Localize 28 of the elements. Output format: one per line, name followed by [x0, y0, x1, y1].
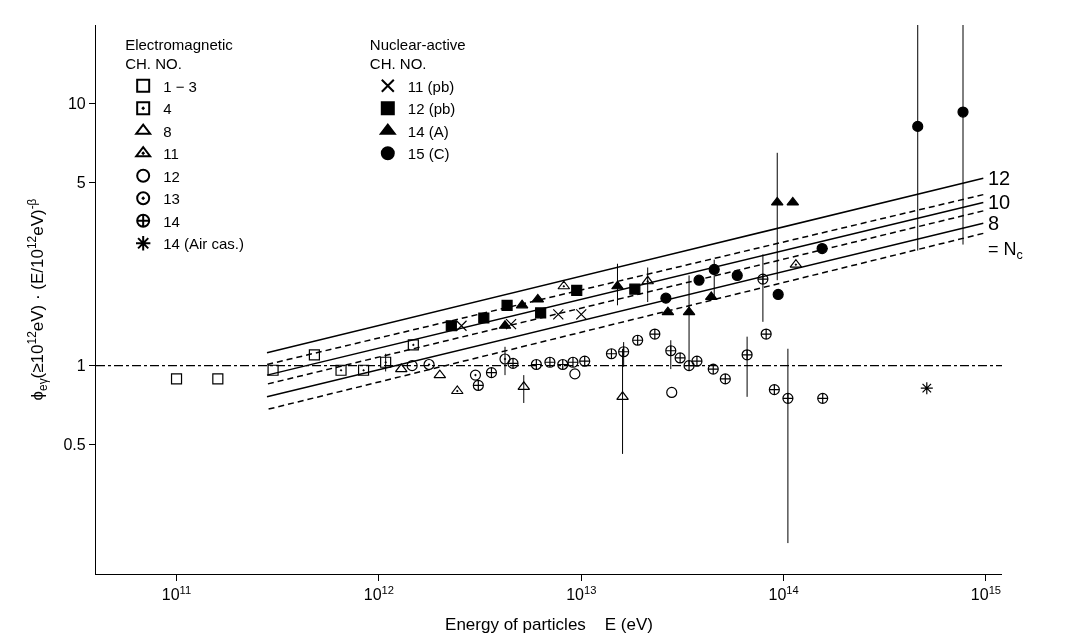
text: Nuclear-active CH. NO.	[369, 35, 466, 73]
y-tick-label: 0.5	[63, 436, 86, 454]
legend-label: 12 (pb)	[407, 100, 456, 118]
x-tick-label: 10$^{12}$	[363, 583, 395, 604]
x-axis-title: Energy of particles E (eV)	[445, 614, 653, 634]
x-tick-label: 10$^{13}$	[566, 583, 597, 604]
series-label: 8	[988, 212, 1000, 234]
text: Electromagnetic CH. NO.	[125, 35, 233, 73]
legend-label: 4	[163, 100, 172, 118]
legend-label: 11 (pb)	[407, 77, 455, 95]
legend-label: 15 (C)	[407, 145, 450, 163]
y-tick-label: 5	[76, 174, 86, 192]
x-tick-label: 10$^{11}$	[161, 583, 192, 604]
legend-label: 14 (Air cas.)	[163, 235, 245, 253]
legend-label: 13	[163, 190, 180, 208]
y-tick-label: 1	[76, 357, 86, 375]
legend-label: 14 (A)	[407, 122, 449, 140]
legend-label: 11	[163, 145, 179, 163]
x-tick-label: 10$^{14}$	[768, 583, 799, 604]
legend-label: 8	[163, 122, 172, 140]
legend-label: 12	[163, 167, 180, 185]
y-tick-label: 10	[67, 95, 86, 113]
annotation: = N$_{c}$	[988, 239, 1023, 262]
legend-label: 14	[163, 212, 180, 230]
x-tick-label: 10$^{15}$	[970, 583, 1002, 604]
legend-label: 1 − 3	[163, 77, 197, 95]
series-label: 10	[988, 191, 1011, 213]
series-label: 12	[988, 167, 1011, 189]
